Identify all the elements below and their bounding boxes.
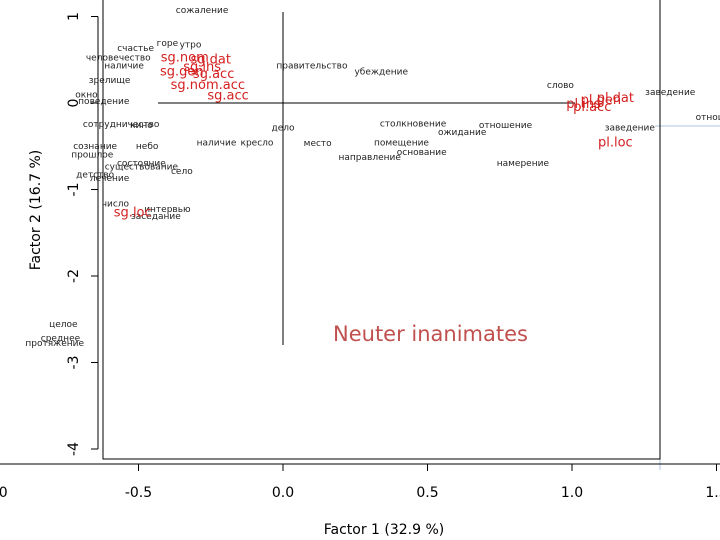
category-point-label: sg.acc	[207, 89, 248, 104]
x-tick-label: 0.0	[272, 485, 294, 501]
x-tick-label: 1.5	[705, 485, 720, 501]
x-tick-label: -1.0	[0, 485, 8, 501]
category-point-label: sg.loc	[114, 205, 152, 220]
word-point-label: состояние	[117, 159, 166, 169]
word-point-label: отношение	[479, 121, 533, 131]
word-point-label: сотрудничество	[83, 120, 160, 130]
plot-frame	[102, 0, 661, 460]
word-point-label: место	[304, 139, 333, 149]
word-point-label: кино	[130, 121, 153, 131]
word-point-label: заседание	[131, 212, 181, 222]
x-tick-label: 1.0	[561, 485, 583, 501]
word-point-label: столкновение	[380, 119, 447, 129]
word-point-label: интервью	[144, 205, 191, 215]
word-point-label: заведение	[605, 124, 656, 134]
y-tick-label: 0	[66, 99, 82, 108]
word-point-label: горе	[157, 39, 179, 49]
category-point-label: pl.ins	[566, 97, 601, 112]
word-point-label: утро	[180, 41, 202, 51]
category-point-label: pl.acc	[573, 100, 611, 115]
word-point-label: основание	[397, 148, 447, 158]
x-tick-label: 0.5	[416, 485, 438, 501]
word-point-label: счастье	[117, 44, 154, 54]
category-point-label: pl.loc	[598, 135, 633, 150]
word-point-label: правительство	[276, 61, 348, 71]
y-tick-label: -2	[66, 269, 82, 283]
word-point-label: окно	[75, 91, 98, 101]
category-point-label: sg.dat	[191, 52, 231, 67]
word-point-label: сознание	[73, 142, 117, 152]
category-point-label: sg.nom.acc	[171, 78, 245, 93]
word-point-label: детство	[76, 170, 114, 180]
word-point-label: убеждение	[354, 67, 408, 77]
category-point-label: sg.acc	[193, 67, 234, 82]
word-point-label: слово	[547, 81, 575, 91]
word-point-label: ожидание	[438, 128, 487, 138]
category-point-label: pl.dat	[597, 91, 634, 106]
category-point-label: sg.nom	[161, 51, 209, 66]
word-point-label: среднее	[41, 334, 81, 344]
y-tick-label: -3	[66, 356, 82, 370]
word-point-label: зрелище	[89, 76, 131, 86]
y-axis-title: Factor 2 (16.7 %)	[28, 150, 44, 271]
word-point-label: лечение	[90, 174, 130, 184]
word-point-label: существование	[105, 163, 179, 173]
word-point-label: помещение	[374, 138, 429, 148]
category-point-label: sg.gen	[160, 64, 204, 79]
word-point-label: небо	[136, 142, 159, 152]
word-point-label: протяжение	[25, 339, 84, 349]
y-tick-label: 1	[66, 12, 82, 21]
word-point-label: кресло	[241, 138, 274, 148]
word-point-label: поведение	[78, 97, 130, 107]
x-tick-label: -0.5	[125, 485, 152, 501]
annotation-neuter-inanimates: Neuter inanimates	[333, 322, 528, 346]
category-point-label: pl.gen	[581, 93, 622, 108]
word-point-label: направление	[339, 153, 402, 163]
y-tick-label: -1	[66, 183, 82, 197]
category-point-label: sg.ins	[183, 60, 221, 75]
word-point-label: село	[171, 167, 193, 177]
word-point-label: целое	[49, 320, 78, 330]
word-point-label: человечество	[86, 54, 151, 64]
word-point-label: сожаление	[176, 6, 229, 16]
word-point-label: число	[102, 200, 130, 210]
word-point-label: отношение	[696, 113, 720, 123]
y-tick-label: -4	[66, 442, 82, 456]
word-point-label: прошлое	[71, 150, 114, 160]
word-point-label: дело	[271, 124, 295, 134]
word-point-label: наличие	[197, 138, 237, 148]
word-point-label: наличие	[104, 61, 144, 71]
word-point-label: заведение	[645, 88, 696, 98]
word-point-label: намерение	[497, 159, 550, 169]
x-axis-title: Factor 1 (32.9 %)	[324, 522, 445, 538]
